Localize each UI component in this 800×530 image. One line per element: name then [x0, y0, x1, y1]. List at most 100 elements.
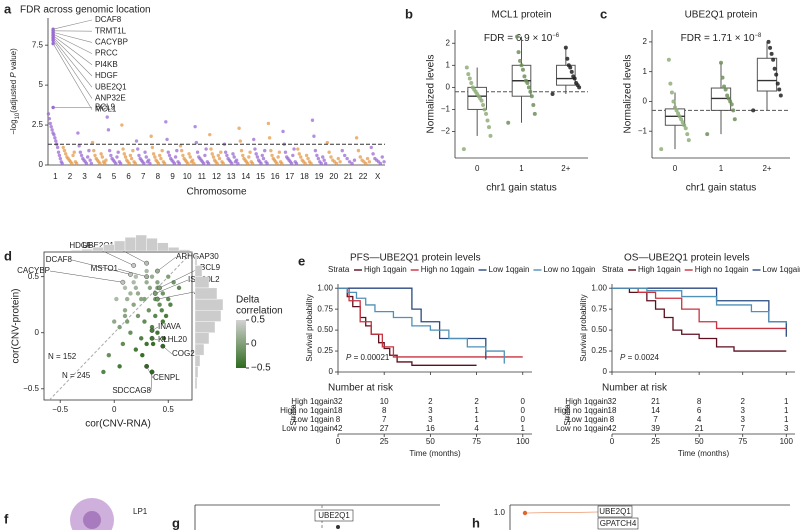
point	[192, 161, 196, 166]
point	[92, 148, 96, 153]
point	[193, 124, 197, 129]
point	[223, 150, 228, 154]
point	[195, 150, 200, 154]
box	[710, 87, 732, 111]
point	[275, 161, 279, 166]
km-curve	[338, 287, 523, 358]
point	[194, 140, 199, 145]
point	[336, 156, 340, 161]
leader	[52, 36, 93, 77]
risk-count: 7	[382, 415, 387, 424]
x-tick-label: 1	[519, 164, 524, 173]
y-tick-label: −1	[638, 126, 648, 135]
point	[315, 153, 319, 158]
point	[526, 85, 531, 90]
chart-title: MCL1 protein	[491, 10, 551, 21]
y-axis-label: Normalized levels	[426, 55, 437, 134]
point	[115, 155, 119, 159]
point	[343, 153, 347, 158]
gene-label: SDCCAG8	[112, 386, 151, 395]
point	[768, 45, 773, 50]
panel-letter: a	[4, 1, 12, 16]
leader	[52, 43, 93, 110]
hist-bar	[135, 234, 147, 252]
point	[176, 285, 182, 291]
legend-title: Strata	[602, 265, 624, 274]
point	[181, 153, 185, 158]
point	[726, 96, 731, 101]
y-tick-label: 0	[35, 328, 40, 337]
point	[64, 152, 68, 156]
point	[106, 352, 112, 358]
point	[354, 136, 359, 140]
x-tick-label: 100	[516, 437, 530, 446]
point	[131, 302, 136, 307]
point	[121, 147, 125, 151]
point	[117, 364, 122, 369]
point	[259, 161, 263, 166]
y-axis-label: −log10(adjusted P value)	[9, 48, 20, 135]
point	[163, 313, 169, 319]
risk-count: 18	[608, 406, 617, 415]
y-tick-label: 0.5	[28, 272, 40, 281]
point	[201, 161, 206, 166]
y-axis-label: Survival probability	[305, 294, 314, 361]
hist-bar	[81, 248, 93, 252]
point	[316, 156, 321, 161]
cell-line-label: LP1	[133, 507, 148, 516]
legend-label: High no 1qgain	[695, 265, 749, 274]
point	[236, 161, 240, 166]
point	[777, 87, 782, 92]
point	[725, 93, 730, 98]
point	[128, 153, 133, 158]
point	[76, 131, 80, 135]
x-tick-label: 15	[256, 172, 265, 181]
point	[98, 161, 102, 166]
risk-count: 21	[695, 424, 704, 433]
risk-count: 42	[334, 424, 343, 433]
point	[216, 153, 221, 158]
leader	[117, 268, 147, 277]
point	[166, 150, 170, 154]
legend-label: High 1qgain	[638, 265, 681, 274]
point	[137, 153, 141, 158]
chart-title: OS—UBE2Q1 protein levels	[624, 253, 750, 264]
point	[112, 319, 117, 324]
box	[556, 64, 576, 86]
point	[484, 111, 489, 116]
point	[766, 39, 771, 44]
point	[461, 147, 466, 152]
x-tick-label: 13	[227, 172, 236, 181]
point	[340, 148, 344, 153]
point	[89, 161, 94, 166]
risk-count: 21	[651, 397, 660, 406]
point	[49, 124, 53, 129]
point	[261, 156, 266, 161]
point-icon	[336, 525, 340, 529]
point	[529, 94, 534, 99]
chart-title: PFS—UBE2Q1 protein levels	[350, 253, 481, 264]
point	[280, 161, 284, 166]
point	[151, 152, 156, 156]
point	[155, 280, 160, 285]
risk-count: 0	[521, 397, 526, 406]
x-tick-label: 0	[475, 164, 480, 173]
point	[122, 308, 128, 313]
point	[685, 132, 690, 137]
risk-row-label: High 1qgain	[291, 397, 334, 406]
gene-label: BCL9	[200, 263, 221, 272]
risk-row-label: Low no 1qgain	[282, 424, 334, 433]
x-tick-label: 16	[271, 172, 280, 181]
hist-bar	[194, 332, 210, 345]
point	[486, 125, 491, 130]
p-value: P = 0.00021	[346, 353, 390, 362]
leader	[52, 40, 93, 99]
label-box	[314, 509, 354, 522]
point	[155, 296, 160, 302]
lower-panels: f LP1 g UBE2Q1 h 1.0 UBE2Q1 GPATCH4	[4, 498, 790, 530]
chart-title: UBE2Q1 protein	[685, 10, 758, 21]
point	[221, 161, 225, 166]
hist-bar	[103, 244, 115, 252]
gene-label: CENPL	[153, 373, 180, 382]
point	[144, 155, 148, 159]
